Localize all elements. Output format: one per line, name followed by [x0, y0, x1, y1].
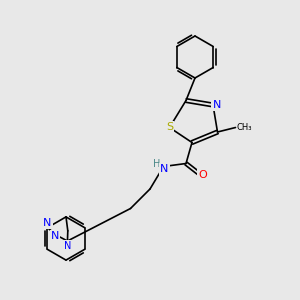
Text: CH₃: CH₃ [237, 123, 253, 132]
Text: N: N [160, 164, 169, 175]
Text: N: N [51, 231, 59, 241]
Text: N: N [64, 241, 71, 250]
Text: N: N [212, 100, 221, 110]
Text: S: S [166, 122, 173, 133]
Text: N: N [43, 218, 52, 228]
Text: H: H [153, 159, 161, 169]
Text: O: O [198, 170, 207, 181]
